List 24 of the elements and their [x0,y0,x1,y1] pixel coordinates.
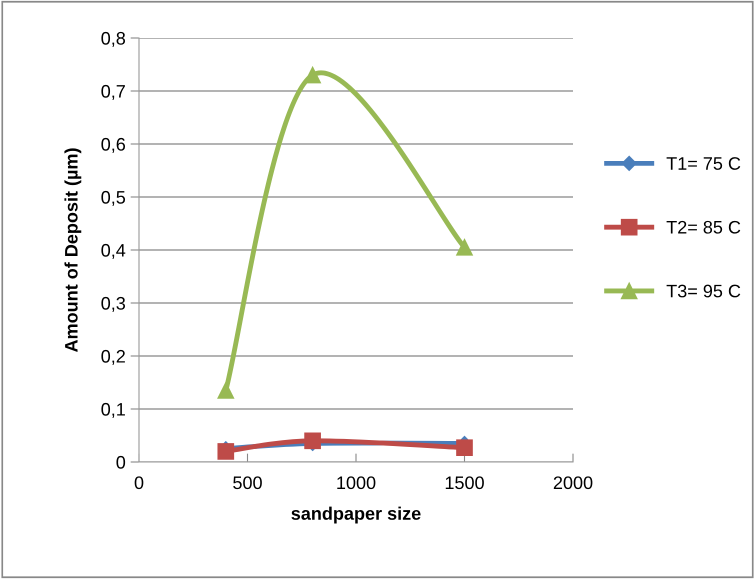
x-axis-title: sandpaper size [291,506,421,524]
point [456,439,473,456]
y-tick-label: 0,4 [101,244,126,259]
y-tick-label: 0,8 [101,32,126,47]
point [456,239,473,256]
x-tick-label: 1000 [337,476,376,490]
x-tick-label: 1500 [446,476,484,490]
point [217,443,234,460]
x-tick-label: 2000 [554,476,592,490]
point [304,432,321,450]
legend-label: T1= 75 C [666,157,740,170]
point [217,382,234,399]
y-tick-label: 0,1 [101,402,125,418]
y-axis-title: Amount of Deposit (µm) [64,148,82,352]
legend-label: T2= 85 C [666,220,740,234]
x-tick-label: 0 [134,476,144,490]
y-tick-label: 0 [116,456,126,469]
y-tick-label: 0,5 [101,190,126,206]
y-tick-label: 0,2 [101,350,125,365]
y-tick-label: 0,3 [101,296,126,312]
y-tick-label: 0,6 [101,138,126,153]
legend-label: T3= 95 C [666,284,740,298]
y-tick-label: 0,7 [101,84,125,100]
x-tick-label: 500 [233,476,262,490]
